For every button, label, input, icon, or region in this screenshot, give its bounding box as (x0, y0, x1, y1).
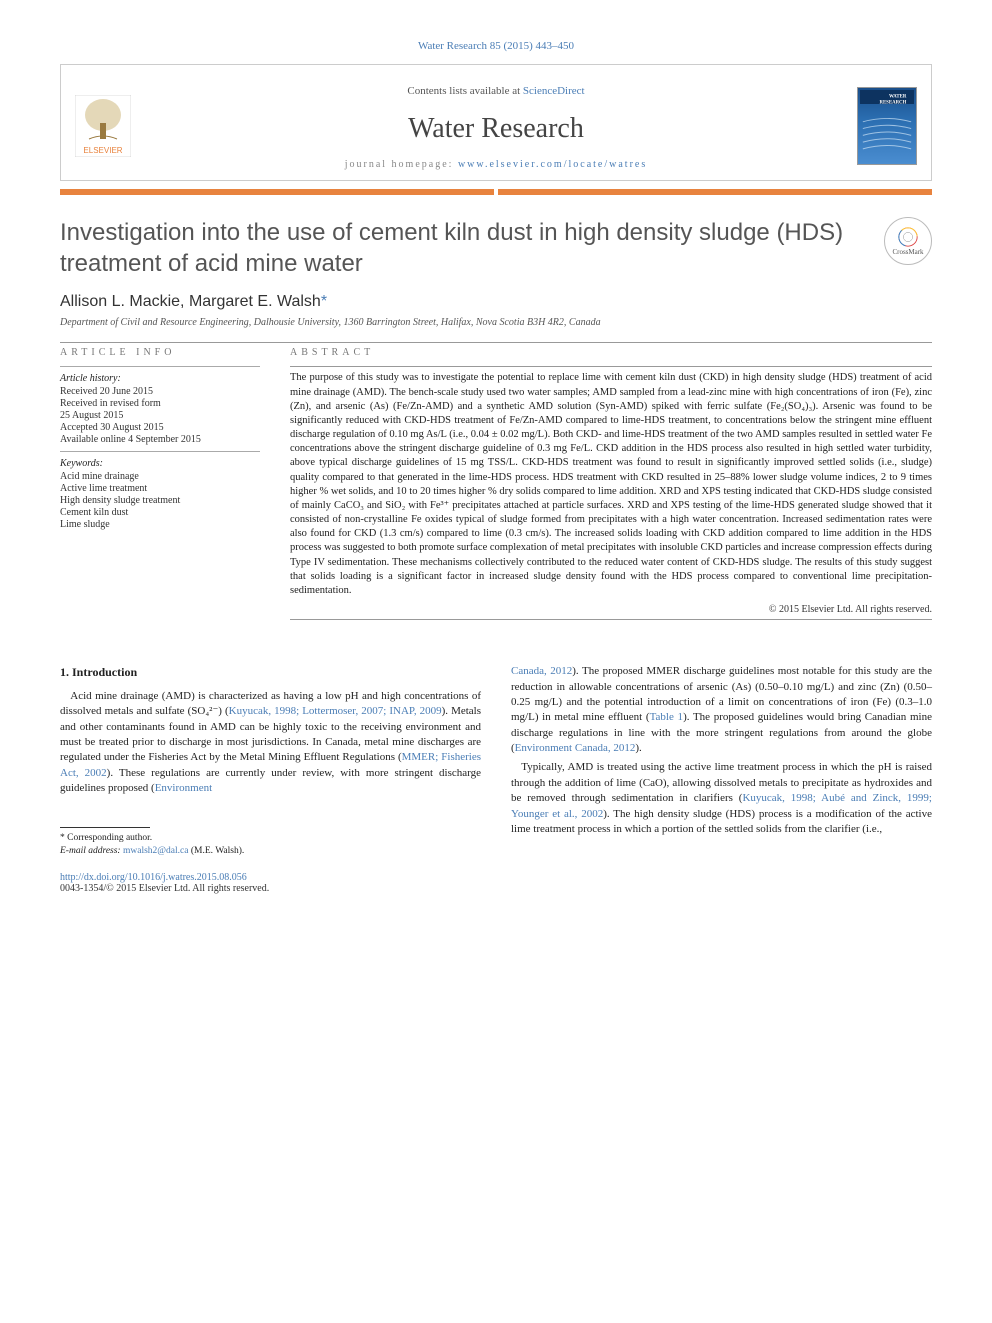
body-paragraph: Canada, 2012). The proposed MMER dischar… (511, 664, 932, 756)
article-title: Investigation into the use of cement kil… (60, 217, 864, 279)
body-paragraph: Typically, AMD is treated using the acti… (511, 760, 932, 837)
corresponding-marker: * (321, 293, 327, 310)
keyword: High density sludge treatment (60, 495, 260, 506)
homepage-prefix: journal homepage: (345, 159, 458, 170)
journal-name: Water Research (71, 113, 921, 145)
keyword: Acid mine drainage (60, 471, 260, 482)
contents-prefix: Contents lists available at (407, 85, 522, 97)
body-right-column: Canada, 2012). The proposed MMER dischar… (511, 664, 932, 858)
sciencedirect-link[interactable]: ScienceDirect (523, 85, 585, 97)
citation-link[interactable]: Environment Canada, 2012 (515, 742, 636, 754)
table-link[interactable]: Table 1 (650, 711, 683, 723)
body-columns: 1. Introduction Acid mine drainage (AMD)… (60, 664, 932, 858)
citation-link[interactable]: Canada, 2012 (511, 665, 572, 677)
body-paragraph: Acid mine drainage (AMD) is characterize… (60, 689, 481, 797)
email-link[interactable]: mwalsh2@dal.ca (123, 846, 188, 856)
keyword: Cement kiln dust (60, 507, 260, 518)
history-line: Received 20 June 2015 (60, 386, 260, 397)
affiliation: Department of Civil and Resource Enginee… (60, 317, 932, 328)
authors-line: Allison L. Mackie, Margaret E. Walsh* (60, 293, 932, 311)
history-line: Received in revised form (60, 398, 260, 409)
article-info-label: ARTICLE INFO (60, 347, 260, 358)
keyword: Active lime treatment (60, 483, 260, 494)
abstract-column: ABSTRACT The purpose of this study was t… (290, 347, 932, 624)
header-citation: Water Research 85 (2015) 443–450 (60, 40, 932, 52)
history-line: Accepted 30 August 2015 (60, 422, 260, 433)
crossmark-label: CrossMark (892, 248, 923, 256)
abstract-label: ABSTRACT (290, 347, 932, 358)
author-2: Margaret E. Walsh (189, 293, 321, 310)
history-label: Article history: (60, 373, 260, 384)
journal-cover-thumbnail: WATER RESEARCH (857, 87, 917, 165)
citation-link[interactable]: Environment (155, 782, 212, 794)
svg-text:ELSEVIER: ELSEVIER (83, 146, 122, 155)
citation-link[interactable]: Water Research 85 (2015) 443–450 (418, 40, 574, 52)
svg-text:WATER: WATER (889, 95, 907, 100)
homepage-link[interactable]: www.elsevier.com/locate/watres (458, 159, 647, 170)
article-info-column: ARTICLE INFO Article history: Received 2… (60, 347, 260, 624)
abstract-copyright: © 2015 Elsevier Ltd. All rights reserved… (290, 604, 932, 615)
elsevier-logo: ELSEVIER (75, 95, 131, 157)
issn-copyright-line: 0043-1354/© 2015 Elsevier Ltd. All right… (60, 883, 932, 894)
crossmark-badge[interactable]: CrossMark (884, 217, 932, 265)
intro-heading: 1. Introduction (60, 664, 481, 681)
history-line: 25 August 2015 (60, 410, 260, 421)
keywords-label: Keywords: (60, 458, 260, 469)
email-line: E-mail address: mwalsh2@dal.ca (M.E. Wal… (60, 845, 481, 858)
doi-link[interactable]: http://dx.doi.org/10.1016/j.watres.2015.… (60, 872, 247, 883)
svg-text:RESEARCH: RESEARCH (879, 100, 906, 105)
corresponding-author-footer: * Corresponding author. E-mail address: … (60, 827, 481, 859)
journal-homepage-line: journal homepage: www.elsevier.com/locat… (71, 159, 921, 170)
citation-link[interactable]: Kuyucak, 1998; Lottermoser, 2007; INAP, … (229, 705, 442, 717)
contents-lists-line: Contents lists available at ScienceDirec… (71, 85, 921, 97)
keyword: Lime sludge (60, 519, 260, 530)
history-line: Available online 4 September 2015 (60, 434, 260, 445)
author-1: Allison L. Mackie, (60, 293, 189, 310)
orange-divider-bars (60, 189, 932, 195)
journal-header-box: ELSEVIER WATER RESEARCH Contents lists a… (60, 64, 932, 181)
abstract-text: The purpose of this study was to investi… (290, 371, 932, 598)
divider-top (60, 342, 932, 343)
elsevier-tree-icon: ELSEVIER (75, 95, 131, 157)
body-left-column: 1. Introduction Acid mine drainage (AMD)… (60, 664, 481, 858)
crossmark-icon (897, 226, 919, 248)
doi-line: http://dx.doi.org/10.1016/j.watres.2015.… (60, 872, 932, 883)
corresponding-label: * Corresponding author. (60, 832, 481, 845)
